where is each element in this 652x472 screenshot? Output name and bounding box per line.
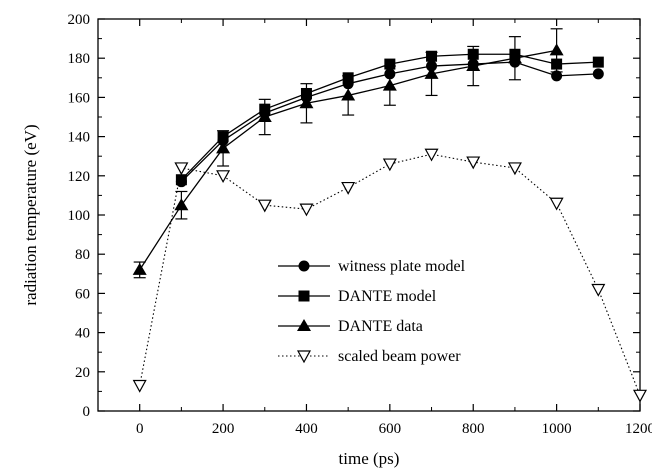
data-point <box>175 174 187 186</box>
legend-entry-0: witness plate model <box>278 258 466 275</box>
legend-label: scaled beam power <box>338 348 461 365</box>
data-point <box>341 88 356 101</box>
data-point <box>507 162 522 176</box>
data-point <box>216 170 231 184</box>
data-point <box>299 96 314 109</box>
y-tick-label: 160 <box>68 90 91 106</box>
legend: witness plate model DANTE model DANTE data… <box>278 258 466 365</box>
data-point <box>591 283 606 297</box>
x-tick-label: 600 <box>379 421 402 437</box>
data-point <box>507 51 522 64</box>
y-tick-label: 40 <box>75 326 90 342</box>
x-tick-label: 1000 <box>542 421 572 437</box>
data-point <box>592 56 604 68</box>
y-tick-label: 60 <box>75 286 90 302</box>
y-tick-label: 100 <box>68 208 91 224</box>
legend-marker <box>296 350 312 364</box>
data-point <box>632 389 648 403</box>
legend-marker <box>297 319 311 331</box>
legend-marker <box>298 260 310 272</box>
data-point <box>257 199 272 213</box>
data-point <box>384 58 396 70</box>
data-point <box>382 78 397 91</box>
y-tick-label: 200 <box>68 12 91 28</box>
data-point <box>299 203 314 217</box>
y-tick-label: 0 <box>83 404 91 420</box>
legend-label: DANTE model <box>338 288 437 305</box>
data-point <box>424 148 439 162</box>
y-tick-label: 180 <box>68 51 91 67</box>
x-tick-label: 1200 <box>625 421 652 437</box>
series-3 <box>132 148 648 403</box>
y-tick-label: 120 <box>68 169 91 185</box>
legend-label: DANTE data <box>338 318 423 335</box>
series-layer <box>132 28 648 403</box>
legend-label: witness plate model <box>338 258 466 275</box>
x-tick-label: 200 <box>212 421 235 437</box>
data-point <box>382 158 397 172</box>
data-point <box>551 70 563 82</box>
x-tick-label: 800 <box>462 421 485 437</box>
data-point <box>132 379 147 393</box>
x-axis-label: time (ps) <box>339 449 400 468</box>
y-axis-label: radiation temperature (eV) <box>21 124 40 305</box>
data-point <box>592 68 604 80</box>
data-point <box>341 181 356 195</box>
x-tick-label: 0 <box>136 421 144 437</box>
axes: 0 200 400 600 800 1000 1200 0 20 40 60 80 100 120 140 1… <box>68 12 652 437</box>
y-tick-label: 80 <box>75 247 90 263</box>
data-point <box>466 59 481 72</box>
data-point <box>174 198 189 211</box>
data-point <box>424 66 439 79</box>
legend-entry-1: DANTE model <box>278 288 437 305</box>
data-point <box>466 156 481 170</box>
data-point <box>216 141 231 154</box>
data-point <box>549 43 564 56</box>
legend-entry-2: DANTE data <box>278 318 423 335</box>
legend-marker <box>298 290 310 302</box>
data-point <box>132 262 147 275</box>
y-tick-label: 140 <box>68 130 91 146</box>
y-tick-label: 20 <box>75 365 90 381</box>
data-point <box>257 110 272 122</box>
data-point <box>174 162 189 176</box>
x-tick-label: 400 <box>295 421 318 437</box>
series-2 <box>132 28 564 279</box>
legend-entry-3: scaled beam power <box>278 348 461 365</box>
data-point <box>549 197 564 211</box>
